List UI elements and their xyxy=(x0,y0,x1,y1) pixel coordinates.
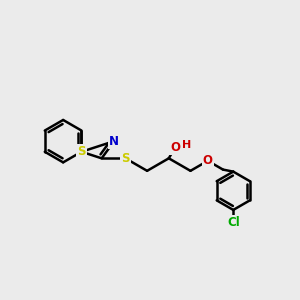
Text: H: H xyxy=(182,140,191,150)
Text: S: S xyxy=(77,145,86,158)
Text: N: N xyxy=(109,135,119,148)
Text: S: S xyxy=(121,152,130,165)
Text: O: O xyxy=(203,154,213,167)
Text: Cl: Cl xyxy=(227,216,240,229)
Text: O: O xyxy=(170,141,180,154)
